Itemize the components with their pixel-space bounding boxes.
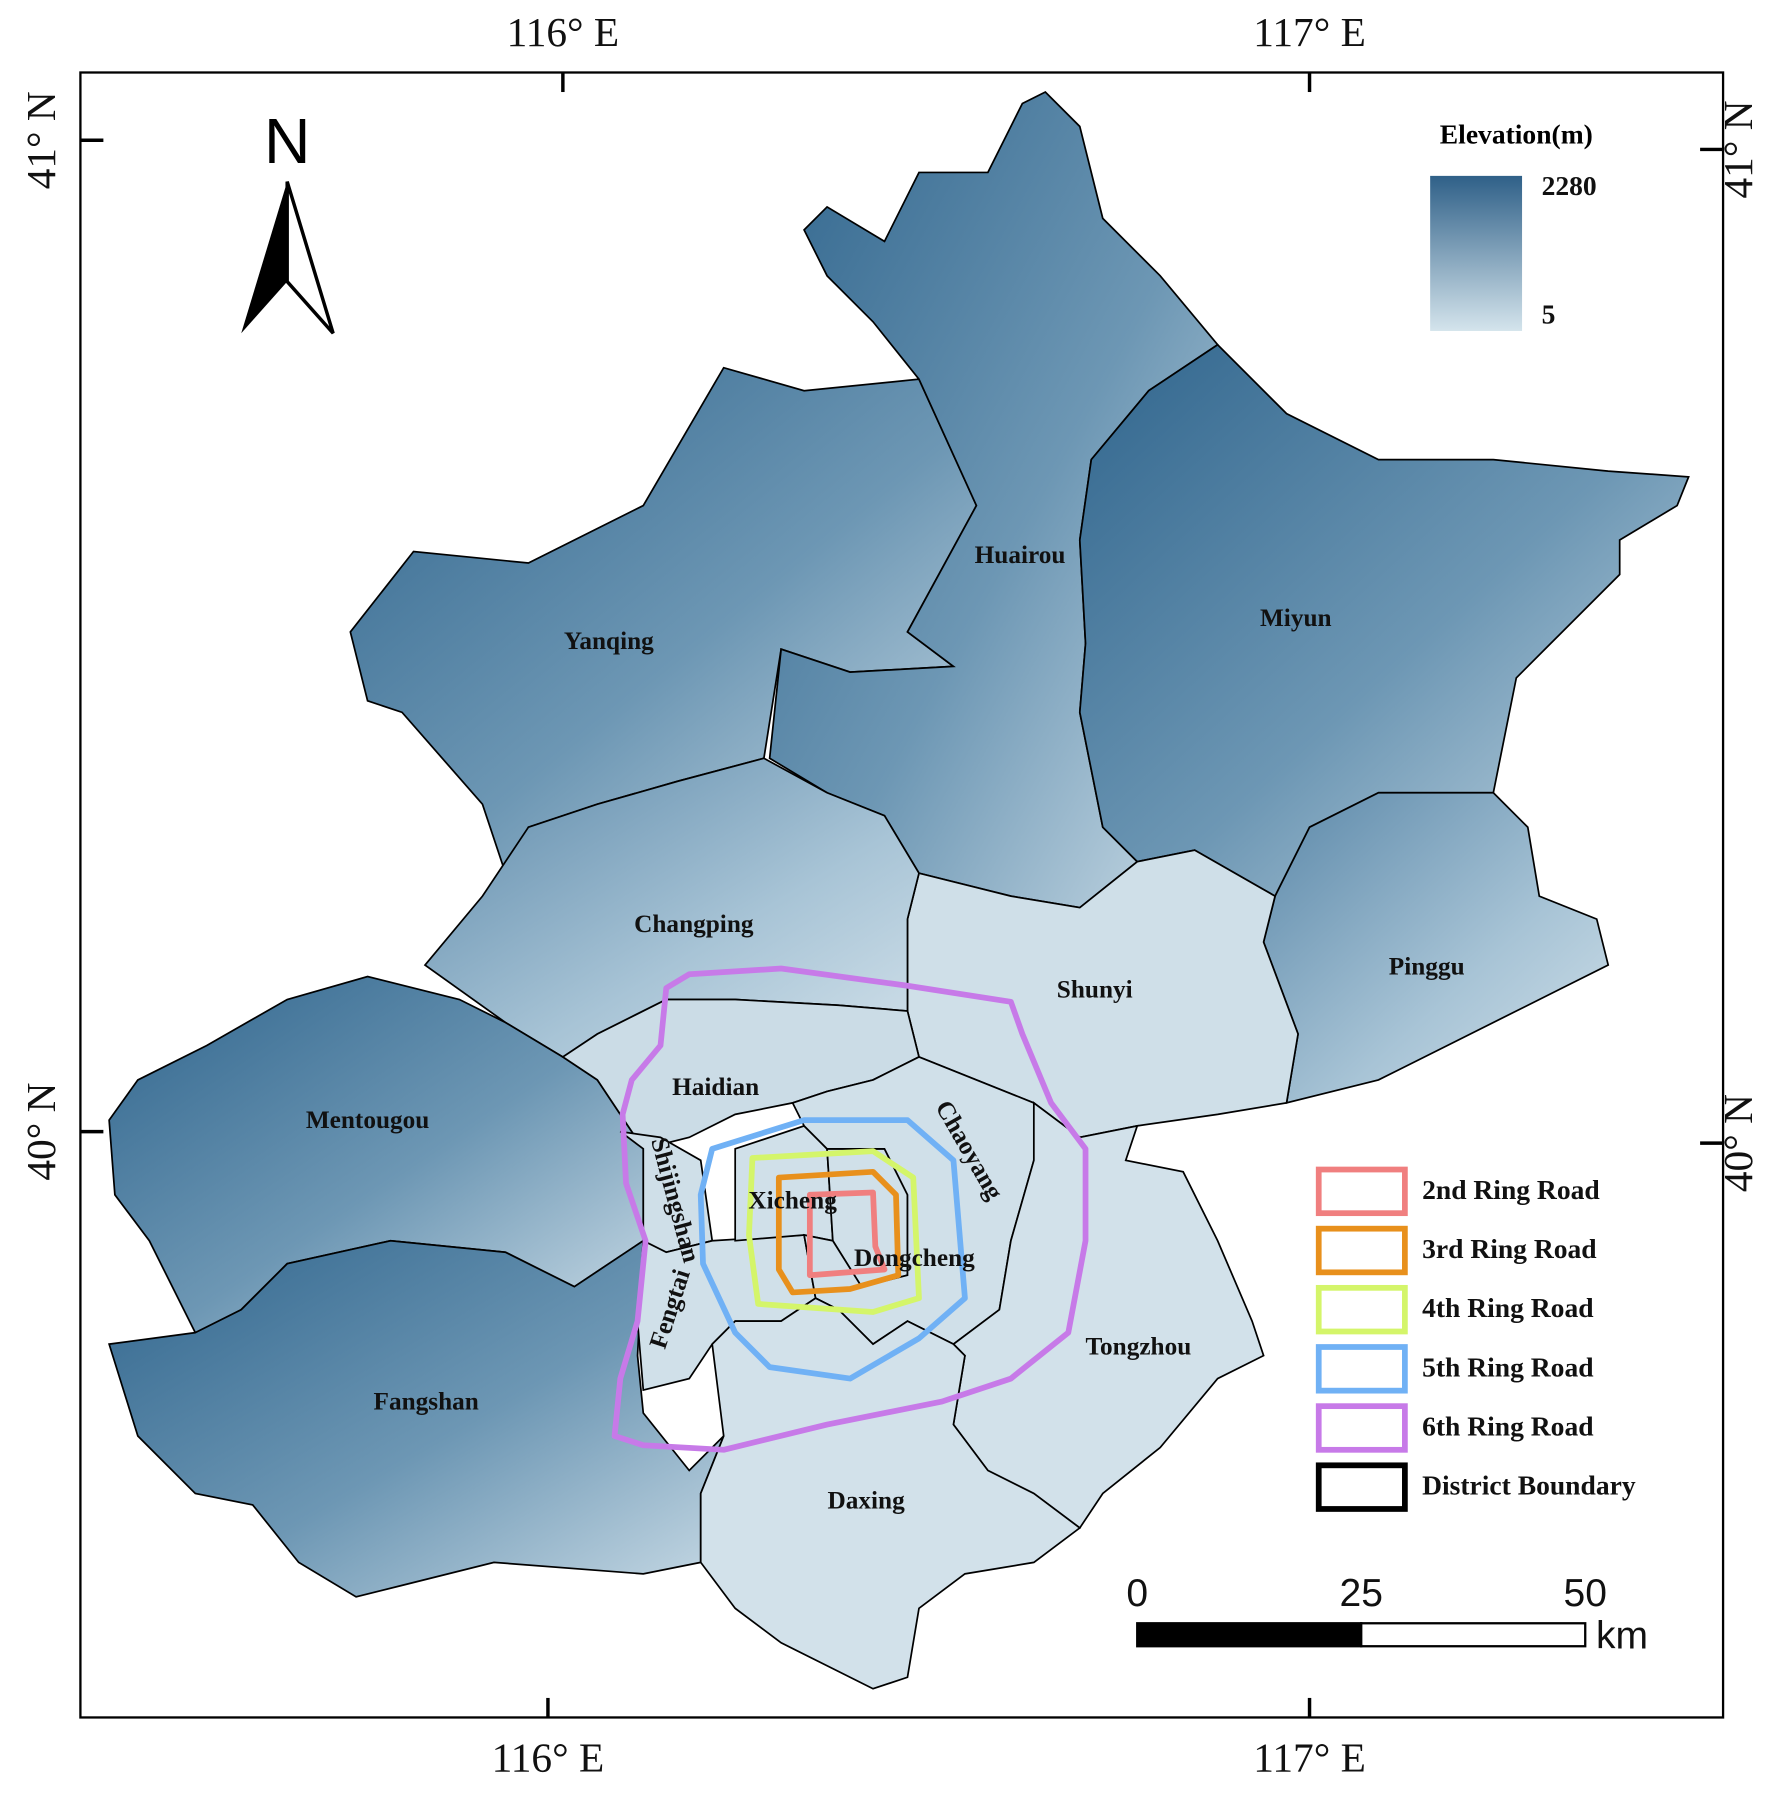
legend-min: 5 xyxy=(1542,299,1556,330)
legend-title: Elevation(m) xyxy=(1440,119,1593,150)
ring-road xyxy=(775,1168,902,1296)
district-label: Dongcheng xyxy=(854,1244,975,1272)
district xyxy=(952,1101,1265,1530)
legend: 2nd Ring Road 3rd Ring Road 4th Ring Road 5… xyxy=(1315,1166,1636,1512)
legend-label: 5th Ring Road xyxy=(1422,1351,1594,1382)
scale-label: 25 xyxy=(1340,1572,1383,1615)
legend-label: 4th Ring Road xyxy=(1422,1292,1594,1323)
district-label: Changping xyxy=(634,910,754,938)
ring-road xyxy=(806,1189,888,1279)
districts xyxy=(108,90,1690,1690)
scale-label: 50 xyxy=(1564,1572,1607,1615)
north-label: N xyxy=(264,105,310,177)
scale-unit: km xyxy=(1596,1615,1648,1658)
legend-swatch xyxy=(1315,1284,1408,1335)
ring-road xyxy=(697,1117,968,1382)
legend-label: 6th Ring Road xyxy=(1422,1410,1594,1441)
legend-label: District Boundary xyxy=(1422,1470,1636,1501)
district-label: Yanqing xyxy=(564,627,654,655)
axis-label: 40° N xyxy=(18,1083,64,1181)
legend-max: 2280 xyxy=(1542,170,1597,201)
axis-label: 116° E xyxy=(507,9,620,55)
district xyxy=(1262,791,1610,1105)
axis-label: 116° E xyxy=(492,1734,605,1780)
elevation-legend: Elevation(m) 2280 5 xyxy=(1430,119,1597,331)
axis-label: 41° N xyxy=(1715,100,1761,198)
district-label: Tongzhou xyxy=(1085,1333,1191,1361)
district-label: Miyun xyxy=(1260,604,1332,632)
district-label: Shunyi xyxy=(1057,975,1133,1003)
scale-bar: 0 25 50 km xyxy=(1126,1572,1648,1658)
axis-label: 117° E xyxy=(1253,9,1366,55)
legend-label: 2nd Ring Road xyxy=(1422,1174,1600,1205)
district-label: Daxing xyxy=(828,1486,906,1514)
axis-label: 41° N xyxy=(18,91,64,189)
legend-swatch xyxy=(1315,1344,1408,1394)
frame xyxy=(79,71,1725,1719)
legend-swatch xyxy=(1315,1462,1408,1512)
ring-road xyxy=(611,965,1089,1453)
district-label: Huairou xyxy=(975,541,1066,569)
north-arrow: N xyxy=(241,105,335,335)
scale-label: 0 xyxy=(1126,1572,1148,1615)
legend-swatch xyxy=(1315,1403,1408,1453)
district-label: Haidian xyxy=(672,1073,759,1101)
district-label: Mentougou xyxy=(306,1106,430,1134)
district-label: Xicheng xyxy=(748,1187,837,1215)
legend-label: 3rd Ring Road xyxy=(1422,1233,1597,1264)
ring-roads xyxy=(611,965,1089,1453)
axis-label: 40° N xyxy=(1715,1094,1761,1192)
graticule xyxy=(80,72,1724,1718)
ring-road xyxy=(746,1148,922,1315)
legend-swatch xyxy=(1315,1166,1408,1217)
elevation-ramp xyxy=(1430,175,1523,331)
axis-label: 117° E xyxy=(1253,1734,1366,1780)
district-label: Pinggu xyxy=(1389,952,1465,980)
legend-swatch xyxy=(1315,1225,1408,1276)
district-label: Fangshan xyxy=(374,1388,479,1416)
